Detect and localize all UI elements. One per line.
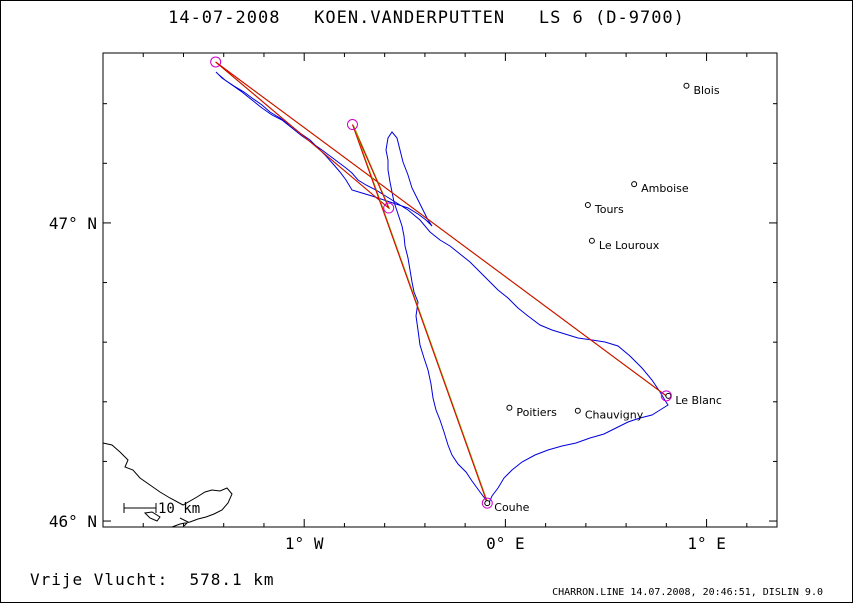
city-label: Amboise [641,182,689,195]
city-marker-icon [484,500,491,507]
task-leg [215,61,390,209]
city-marker-icon [631,181,638,188]
turnpoint-marker [346,119,358,131]
x-tick-label: 1° W [285,534,324,553]
city-label: Blois [693,84,719,97]
city-label: Chauvigny [585,409,644,422]
city-marker-icon [665,392,672,399]
task-leg-secondary [353,125,489,505]
y-tick-label: 47° N [49,214,97,233]
scale-bar: 10 km [123,501,200,517]
city-marker-icon [506,404,513,411]
axis-ticks: 1° W 0° E 1° E 46° N 47° N [49,53,777,553]
x-tick-label: 1° E [687,534,726,553]
y-tick-label: 46° N [49,512,97,531]
x-tick-label: 0° E [486,534,525,553]
city-marker-icon [584,202,591,209]
free-flight-distance: Vrije Vlucht: 578.1 km [30,570,275,589]
turnpoint-marker [481,497,493,509]
city-label: Le Louroux [599,239,660,252]
flight-track [215,71,669,506]
city-label: Tours [594,203,624,216]
city-label: Le Blanc [675,394,722,407]
city-markers: Blois Amboise Tours Le Louroux Le Blanc Poiti… [484,82,722,514]
city-marker-icon [588,237,595,244]
city-label: Couhe [494,501,529,514]
page-title: 14-07-2008 KOEN.VANDERPUTTEN LS 6 (D-970… [168,8,685,28]
task-leg [215,61,667,397]
city-label: Poitiers [516,406,557,419]
scale-bar-label: 10 km [158,501,200,517]
city-marker-icon [683,82,690,89]
coastline [102,442,233,528]
task-leg-secondary [353,125,391,210]
turnpoint-markers [210,56,672,509]
task-legs [215,61,668,505]
turnpoint-marker [383,202,395,214]
map-plot-area [102,52,778,528]
city-marker-icon [574,407,581,414]
task-leg [352,124,488,504]
turnpoint-marker [660,390,672,402]
plot-credit: CHARRON.LINE 14.07.2008, 20:46:51, DISLI… [552,587,823,598]
turnpoint-marker [210,56,222,68]
